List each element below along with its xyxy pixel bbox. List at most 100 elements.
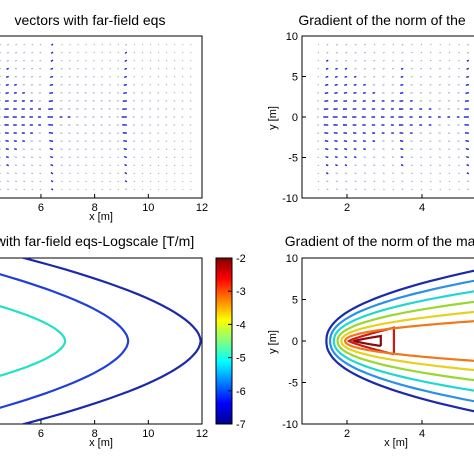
panel1-arrow: [23, 172, 26, 175]
panel1-arrow: [39, 67, 42, 70]
panel1-arrow: [85, 172, 87, 175]
panel2-arrow: [325, 75, 329, 78]
panel2-arrow: [325, 59, 329, 62]
panel1-arrow: [141, 180, 144, 183]
panel2-arrow: [410, 172, 413, 175]
panel2-arrow: [344, 67, 348, 70]
panel1-arrow: [6, 43, 10, 46]
panel2-arrow: [382, 172, 385, 175]
panel2-arrow: [353, 148, 357, 151]
panel1-arrow: [61, 43, 63, 46]
panel4-title: Gradient of the norm of the mag: [285, 233, 474, 249]
panel2-arrow: [317, 59, 320, 62]
panel1-arrow: [166, 43, 168, 46]
panel2-arrow: [392, 188, 395, 191]
panel1-arrow: [30, 76, 34, 78]
panel2-arrow: [401, 59, 404, 62]
panel2-arrow: [466, 172, 470, 175]
panel1-arrow: [14, 164, 17, 167]
panel2-arrow: [372, 84, 376, 86]
panel2-arrow: [353, 83, 357, 86]
panel2-ytick-label: -5: [288, 153, 298, 165]
panel1-arrow: [23, 180, 26, 183]
panel2-arrow: [391, 76, 395, 78]
panel1-arrow: [149, 180, 152, 183]
panel1-arrow: [22, 156, 25, 158]
panel2-arrow: [354, 51, 357, 54]
panel1-arrow: [117, 59, 120, 62]
panel1-arrow: [123, 75, 128, 79]
panel1-arrow: [60, 164, 63, 167]
panel2-arrow: [344, 156, 348, 159]
panel1-arrow: [5, 83, 9, 86]
panel3-title: with far-field eqs-Logscale [T/m]: [0, 233, 194, 249]
panel1-arrow: [69, 188, 71, 191]
panel2-arrow: [466, 67, 470, 70]
panel4-contour-line: [336, 300, 474, 382]
panel4-xlabel: x [m]: [384, 437, 408, 449]
panel1-arrow: [174, 43, 176, 46]
panel2-arrow: [420, 188, 423, 191]
panel1-arrow: [0, 180, 1, 183]
panel1-arrow: [22, 76, 25, 78]
panel1-arrow: [31, 51, 34, 54]
panel1-arrow: [117, 67, 119, 70]
panel1-arrow: [76, 67, 79, 70]
panel4-xtick-label: 2: [344, 428, 350, 440]
panel2-arrow: [373, 59, 376, 62]
panel2-arrow: [373, 188, 376, 191]
panel1-arrow: [60, 59, 63, 62]
panel1-arrow: [165, 51, 168, 54]
panel1-arrow: [117, 43, 120, 46]
panel2-arrow: [429, 164, 432, 167]
panel2-arrow: [429, 59, 432, 62]
panel2-arrow: [344, 59, 348, 62]
panel2-arrow: [382, 180, 385, 183]
panel1-arrow: [23, 43, 26, 46]
panel2-arrow: [382, 59, 385, 62]
panel2-arrow: [410, 156, 413, 158]
panel2-arrow: [334, 75, 338, 78]
panel1-arrow: [50, 180, 54, 183]
panel1-arrow: [101, 59, 103, 62]
panel4-ytick-label: -10: [282, 419, 298, 431]
panel2-arrow: [364, 188, 367, 191]
panel2-arrow: [438, 76, 441, 78]
panel3-contour-line: [0, 273, 130, 409]
panel2-arrow: [466, 180, 470, 183]
panel2-arrow: [392, 180, 395, 183]
panel1-arrow: [157, 180, 160, 183]
panel1-arrow: [30, 164, 34, 167]
panel1-arrow: [93, 67, 95, 70]
panel2-arrow: [335, 180, 338, 183]
panel1-arrow: [141, 172, 144, 175]
panel2-arrow: [392, 43, 395, 46]
panel1-arrow: [133, 43, 136, 46]
panel1-arrow: [22, 164, 26, 167]
panel1-arrow: [6, 67, 9, 70]
panel3-contour-line: [19, 258, 202, 424]
panel1-arrow: [133, 188, 136, 191]
panel1-arrow: [123, 147, 128, 151]
panel2-arrow: [354, 67, 357, 70]
panel1-arrow: [50, 43, 54, 46]
colorbar-tick-label: -3: [236, 286, 246, 298]
panel4-contour-line: [340, 310, 474, 372]
panel1-arrow: [39, 188, 42, 191]
panel2-arrow: [458, 172, 460, 175]
panel2-arrow: [439, 164, 441, 167]
panel1-arrow: [6, 59, 9, 62]
panel2-arrow: [457, 67, 460, 70]
panel2-arrow: [439, 67, 441, 70]
panel1-arrow: [68, 172, 71, 175]
panel2-arrow: [439, 188, 442, 191]
panel1-arrow: [141, 51, 144, 54]
panel2-arrow: [392, 172, 395, 175]
panel2-arrow: [392, 59, 395, 62]
panel1-arrow: [93, 172, 95, 175]
panel2-arrow: [364, 43, 367, 46]
panel1-arrow: [117, 188, 120, 191]
panel1-arrow: [50, 67, 54, 71]
panel4-ylabel: y [m]: [267, 330, 279, 354]
panel2-arrow: [317, 172, 320, 175]
